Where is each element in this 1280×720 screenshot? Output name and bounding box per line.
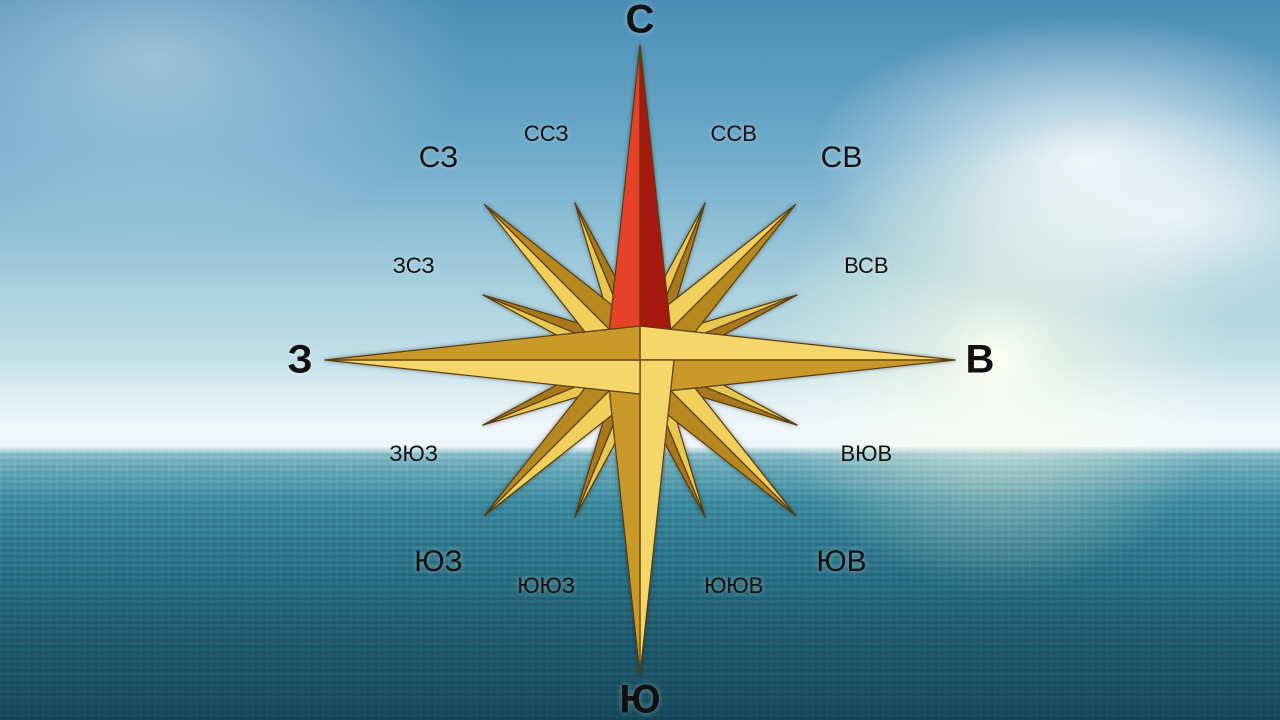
- direction-label-ENE: ВСВ: [844, 253, 889, 279]
- ray-S: [606, 360, 674, 675]
- direction-label-S: Ю: [619, 678, 660, 720]
- ray-ESE: [633, 343, 797, 425]
- direction-label-ESE: ВЮВ: [841, 441, 893, 467]
- direction-label-E: В: [966, 338, 995, 383]
- ray-WNW: [483, 295, 647, 377]
- scene: С ССВ СВ ВСВ В ВЮВ ЮВ ЮЮВ Ю ЮЮЗ ЮЗ ЗЮЗ З ЗСЗ СЗ ССЗ: [0, 0, 1280, 720]
- direction-label-NNW: ССЗ: [524, 121, 569, 147]
- compass-rose-svg: [290, 10, 990, 710]
- compass-rose: [290, 10, 990, 710]
- ray-NE: [622, 204, 796, 378]
- ray-SSE: [623, 353, 705, 517]
- ray-W: [325, 326, 640, 394]
- ray-SE: [622, 342, 796, 516]
- direction-label-W: З: [287, 338, 312, 383]
- direction-label-NE: СВ: [821, 141, 863, 175]
- ray-E: [640, 326, 955, 394]
- ray-NNW: [575, 203, 657, 367]
- direction-label-WSW: ЗЮЗ: [389, 441, 438, 467]
- clouds-band: [0, 360, 1280, 461]
- direction-label-WNW: ЗСЗ: [393, 253, 435, 279]
- ray-SW: [484, 342, 658, 516]
- sky-overlay: [0, 0, 1280, 720]
- ray-NW: [484, 204, 658, 378]
- direction-label-SSE: ЮЮВ: [704, 573, 763, 599]
- ray-ENE: [633, 295, 797, 377]
- direction-label-SSW: ЮЮЗ: [517, 573, 575, 599]
- ray-SSW: [575, 353, 657, 517]
- direction-label-SW: ЮЗ: [414, 545, 462, 579]
- ray-N: [606, 45, 674, 360]
- direction-label-N: С: [626, 0, 655, 43]
- direction-label-NW: СЗ: [419, 141, 458, 175]
- ray-NNE: [623, 203, 705, 367]
- direction-label-SE: ЮВ: [816, 545, 866, 579]
- direction-label-NNE: ССВ: [711, 121, 757, 147]
- ray-WSW: [483, 343, 647, 425]
